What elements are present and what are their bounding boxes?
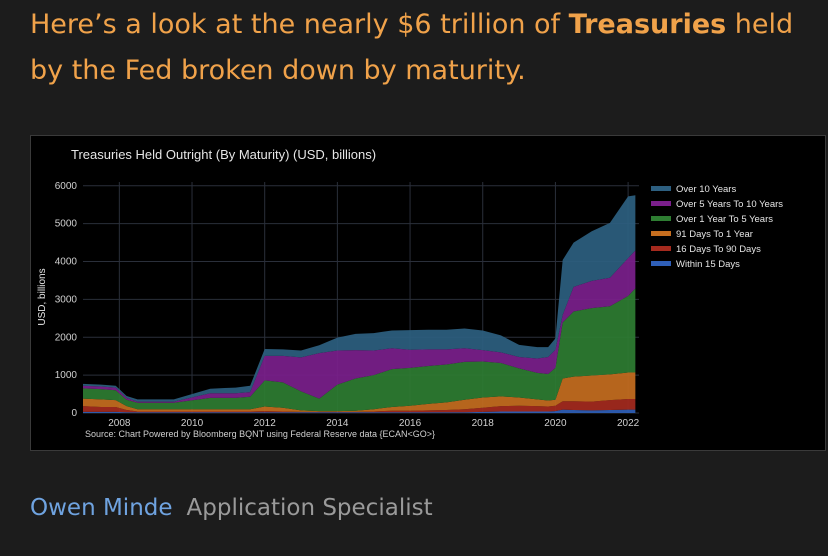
y-tick-label: 0 xyxy=(71,408,77,419)
x-tick-label: 2014 xyxy=(326,418,349,429)
author-role: Application Specialist xyxy=(186,495,433,521)
area-over-1-year-to-5-years xyxy=(83,288,636,412)
y-tick-label: 4000 xyxy=(55,257,78,268)
x-tick-label: 2008 xyxy=(108,418,131,429)
legend-label-over-10-years[interactable]: Over 10 Years xyxy=(676,184,736,195)
legend-swatch-within-15-days xyxy=(651,261,671,266)
legend-swatch-16-days-to-90-days xyxy=(651,246,671,251)
y-tick-label: 3000 xyxy=(55,294,78,305)
chart-panel: Treasuries Held Outright (By Maturity) (… xyxy=(30,135,826,451)
legend-label-within-15-days[interactable]: Within 15 Days xyxy=(676,259,740,270)
area-over-10-years xyxy=(83,195,636,402)
x-tick-label: 2022 xyxy=(617,418,640,429)
x-tick-label: 2016 xyxy=(399,418,422,429)
y-axis-label: USD, billions xyxy=(37,268,48,325)
legend-swatch-over-10-years xyxy=(651,186,671,191)
headline-part1: Here’s a look at the nearly $6 trillion … xyxy=(30,9,569,40)
y-tick-label: 5000 xyxy=(55,219,78,230)
chart-svg: Treasuries Held Outright (By Maturity) (… xyxy=(37,147,783,439)
source-note: Source: Chart Powered by Bloomberg BQNT … xyxy=(85,429,435,439)
legend-swatch-91-days-to-1-year xyxy=(651,231,671,236)
chart-title: Treasuries Held Outright (By Maturity) (… xyxy=(71,147,376,162)
legend-swatch-over-5-years-to-10-years xyxy=(651,201,671,206)
x-tick-label: 2012 xyxy=(254,418,277,429)
x-tick-label: 2020 xyxy=(544,418,567,429)
author-name[interactable]: Owen Minde xyxy=(30,495,173,521)
headline: Here’s a look at the nearly $6 trillion … xyxy=(30,2,820,94)
y-tick-label: 1000 xyxy=(55,370,78,381)
legend-swatch-over-1-year-to-5-years xyxy=(651,216,671,221)
headline-part2: held by the Fed broken down by maturity. xyxy=(30,9,794,86)
y-tick-label: 6000 xyxy=(55,181,78,192)
legend-label-91-days-to-1-year[interactable]: 91 Days To 1 Year xyxy=(676,229,753,240)
y-tick-label: 2000 xyxy=(55,332,78,343)
footer: Owen Minde Application Specialist xyxy=(30,495,433,521)
area-over-5-years-to-10-years xyxy=(83,250,636,403)
area-16-days-to-90-days xyxy=(83,398,636,413)
headline-bold: Treasuries xyxy=(568,9,727,40)
legend-label-over-5-years-to-10-years[interactable]: Over 5 Years To 10 Years xyxy=(676,199,783,210)
area-91-days-to-1-year xyxy=(83,372,636,412)
area-within-15-days xyxy=(83,409,636,413)
x-tick-label: 2010 xyxy=(181,418,204,429)
legend-label-over-1-year-to-5-years[interactable]: Over 1 Year To 5 Years xyxy=(676,214,773,225)
x-tick-label: 2018 xyxy=(472,418,495,429)
legend-label-16-days-to-90-days[interactable]: 16 Days To 90 Days xyxy=(676,244,761,255)
